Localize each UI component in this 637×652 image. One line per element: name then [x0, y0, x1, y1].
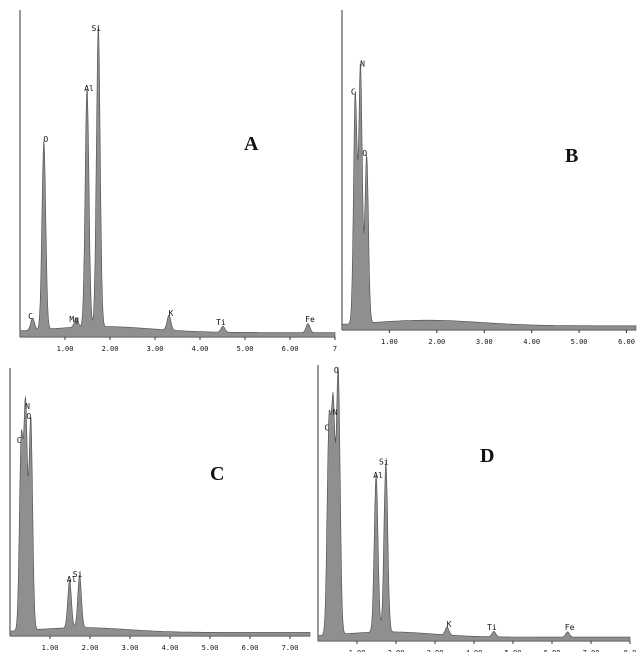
peak-label: N: [360, 59, 365, 68]
peak-label: O: [334, 366, 339, 375]
x-tick-label: 7: [333, 345, 337, 353]
peak-label: C: [17, 436, 22, 445]
peak-label: O: [26, 412, 31, 421]
peak-label: Si: [91, 24, 101, 33]
x-tick-label: 5.00: [237, 345, 254, 353]
x-tick-label: 2.00: [428, 338, 445, 346]
x-tick-label: 3.00: [147, 345, 164, 353]
x-tick-label: 3.00: [476, 338, 493, 346]
peak-label: N: [333, 408, 338, 417]
peak-label: K: [169, 309, 174, 318]
peak-label: Fe: [565, 623, 575, 632]
peak-label: N: [25, 402, 30, 411]
x-tick-label: 6.00: [618, 338, 635, 346]
panel-b: C N O 1.00 2.00 3.00 4.00 5.00 6.00 B: [341, 10, 637, 346]
spectrum-area: [341, 63, 637, 331]
peak-label: Ti: [216, 318, 226, 327]
panel-label: A: [244, 133, 259, 155]
x-tick-label: 4.00: [466, 649, 483, 652]
x-tick-label: 1.00: [349, 649, 366, 652]
x-tick-label: 6.00: [544, 649, 561, 652]
panel-label: B: [565, 145, 578, 167]
x-tick-label: 8.0: [624, 649, 637, 652]
x-tick-label: 5.00: [202, 644, 219, 652]
x-tick-label: 2.00: [102, 345, 119, 353]
x-tick-label: 1.00: [42, 644, 59, 652]
peak-label: Ti: [487, 623, 497, 632]
panel-a: C O Mg Al Si K Ti Fe 1.00 2.00 3.00 4.00 5.00 6.00 7 A: [19, 10, 337, 353]
x-tick-label: 2.00: [388, 649, 405, 652]
x-tick-label: 4.00: [192, 345, 209, 353]
peak-label: C: [351, 87, 356, 96]
peak-label: C: [325, 424, 330, 433]
spectrum-area: [317, 367, 631, 642]
peak-label: Al: [373, 471, 383, 480]
x-tick-label: 1.00: [381, 338, 398, 346]
peak-label: O: [43, 135, 48, 144]
x-tick-label: 3.00: [122, 644, 139, 652]
x-tick-label: 4.00: [162, 644, 179, 652]
x-tick-label: 7.00: [583, 649, 600, 652]
x-tick-label: 4.00: [523, 338, 540, 346]
x-tick-label: 2.00: [82, 644, 99, 652]
x-tick-label: 6.00: [282, 345, 299, 353]
panel-label: C: [210, 463, 224, 485]
panel-d: CN O Al Si K Ti Fe 1.00 2.00 3.00 4.00 5.00 6.00 7.00…: [317, 365, 637, 652]
panel-label: D: [480, 445, 494, 467]
x-tick-label: 6.00: [242, 644, 259, 652]
x-tick-label: 5.00: [571, 338, 588, 346]
peak-label: Si: [73, 570, 83, 579]
x-tick-label: 1.00: [57, 345, 74, 353]
peak-label: Al: [67, 575, 77, 584]
x-tick-label: 3.00: [427, 649, 444, 652]
peak-label: Si: [379, 458, 389, 467]
spectrum-area: [9, 396, 311, 637]
peak-label: O: [362, 149, 367, 158]
spectrum-area: [19, 27, 336, 338]
x-tick-label: 7.00: [282, 644, 299, 652]
peak-label: Mg: [69, 315, 79, 324]
peak-label: K: [447, 620, 452, 629]
peak-label: C: [28, 312, 33, 321]
x-tick-label: 5.00: [505, 649, 522, 652]
peak-label: Al: [84, 84, 94, 93]
peak-label: Fe: [305, 315, 315, 324]
